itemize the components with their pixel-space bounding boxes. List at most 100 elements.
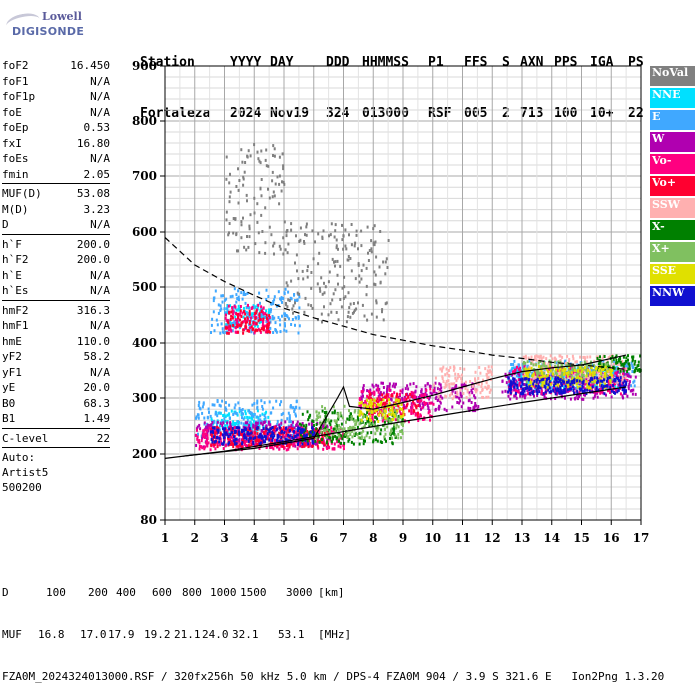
echo-point [228,404,230,407]
echo-point [559,380,561,383]
echo-point [347,258,349,261]
echo-point [232,445,234,448]
echo-point [402,388,404,391]
x-tick-label: 11 [454,531,471,545]
echo-point [270,310,272,313]
series-noval [225,143,389,323]
echo-point [594,380,596,383]
echo-point [524,377,526,380]
echo-point [353,420,355,423]
echo-point [334,229,336,232]
echo-point [302,413,304,416]
echo-point [628,362,630,365]
echo-point [474,396,476,399]
echo-point [393,391,395,394]
echo-point [394,434,396,437]
echo-point [593,397,595,400]
echo-point [223,417,225,420]
muf-value: 21.1 [174,628,201,642]
echo-point [620,392,622,395]
echo-point [405,387,407,390]
echo-point [383,386,385,389]
distance-value: 600 [152,586,172,600]
echo-point [484,367,486,370]
echo-point [452,383,454,386]
echo-point [238,298,240,301]
echo-point [552,369,554,372]
echo-point [512,377,514,380]
echo-point [620,370,622,373]
echo-point [525,394,527,397]
echo-point [513,381,515,384]
echo-point [222,427,224,430]
echo-point [385,440,387,443]
echo-point [453,365,455,368]
echo-point [356,420,358,423]
echo-point [332,258,334,261]
echo-point [263,435,265,438]
echo-point [290,229,292,232]
echo-point [584,366,586,369]
echo-point [515,392,517,395]
echo-point [383,318,385,321]
x-tick-label: 15 [573,531,590,545]
echo-point [548,377,550,380]
distance-value: 800 [182,586,202,600]
echo-point [357,433,359,436]
echo-point [403,414,405,417]
echo-point [385,417,387,420]
echo-point [236,442,238,445]
echo-point [392,442,394,445]
echo-point [380,410,382,413]
echo-point [307,418,309,421]
echo-point [615,371,617,374]
echo-point [222,301,224,304]
y-tick-label: 300 [132,391,157,405]
echo-point [310,271,312,274]
echo-point [311,229,313,232]
echo-point [280,431,282,434]
echo-point [243,422,245,425]
echo-point [232,413,234,416]
echo-point [359,432,361,435]
echo-point [214,404,216,407]
echo-point [221,400,223,403]
echo-point [360,244,362,247]
echo-point [398,425,400,428]
echo-point [225,327,227,330]
echo-point [542,378,544,381]
echo-point [630,390,632,393]
echo-point [410,409,412,412]
echo-point [532,392,534,395]
x-tick-label: 8 [369,531,377,545]
echo-point [246,316,248,319]
echo-point [312,440,314,443]
echo-point [231,431,233,434]
echo-point [319,287,321,290]
echo-point [237,167,239,170]
echo-point [474,379,476,382]
echo-point [309,442,311,445]
echo-point [315,427,317,430]
echo-point [386,388,388,391]
echo-point [236,324,238,327]
echo-point [326,428,328,431]
echo-point [600,380,602,383]
echo-point [280,400,282,403]
echo-point [231,306,233,309]
echo-point [571,382,573,385]
echo-point [210,444,212,447]
echo-point [233,439,235,442]
echo-point [286,281,288,284]
echo-point [292,318,294,321]
echo-point [330,302,332,305]
echo-point [620,376,622,379]
echo-point [285,303,287,306]
echo-point [543,364,545,367]
echo-point [446,368,448,371]
echo-point [272,300,274,303]
echo-point [384,428,386,431]
echo-point [272,144,274,147]
echo-point [234,315,236,318]
echo-point [345,247,347,250]
